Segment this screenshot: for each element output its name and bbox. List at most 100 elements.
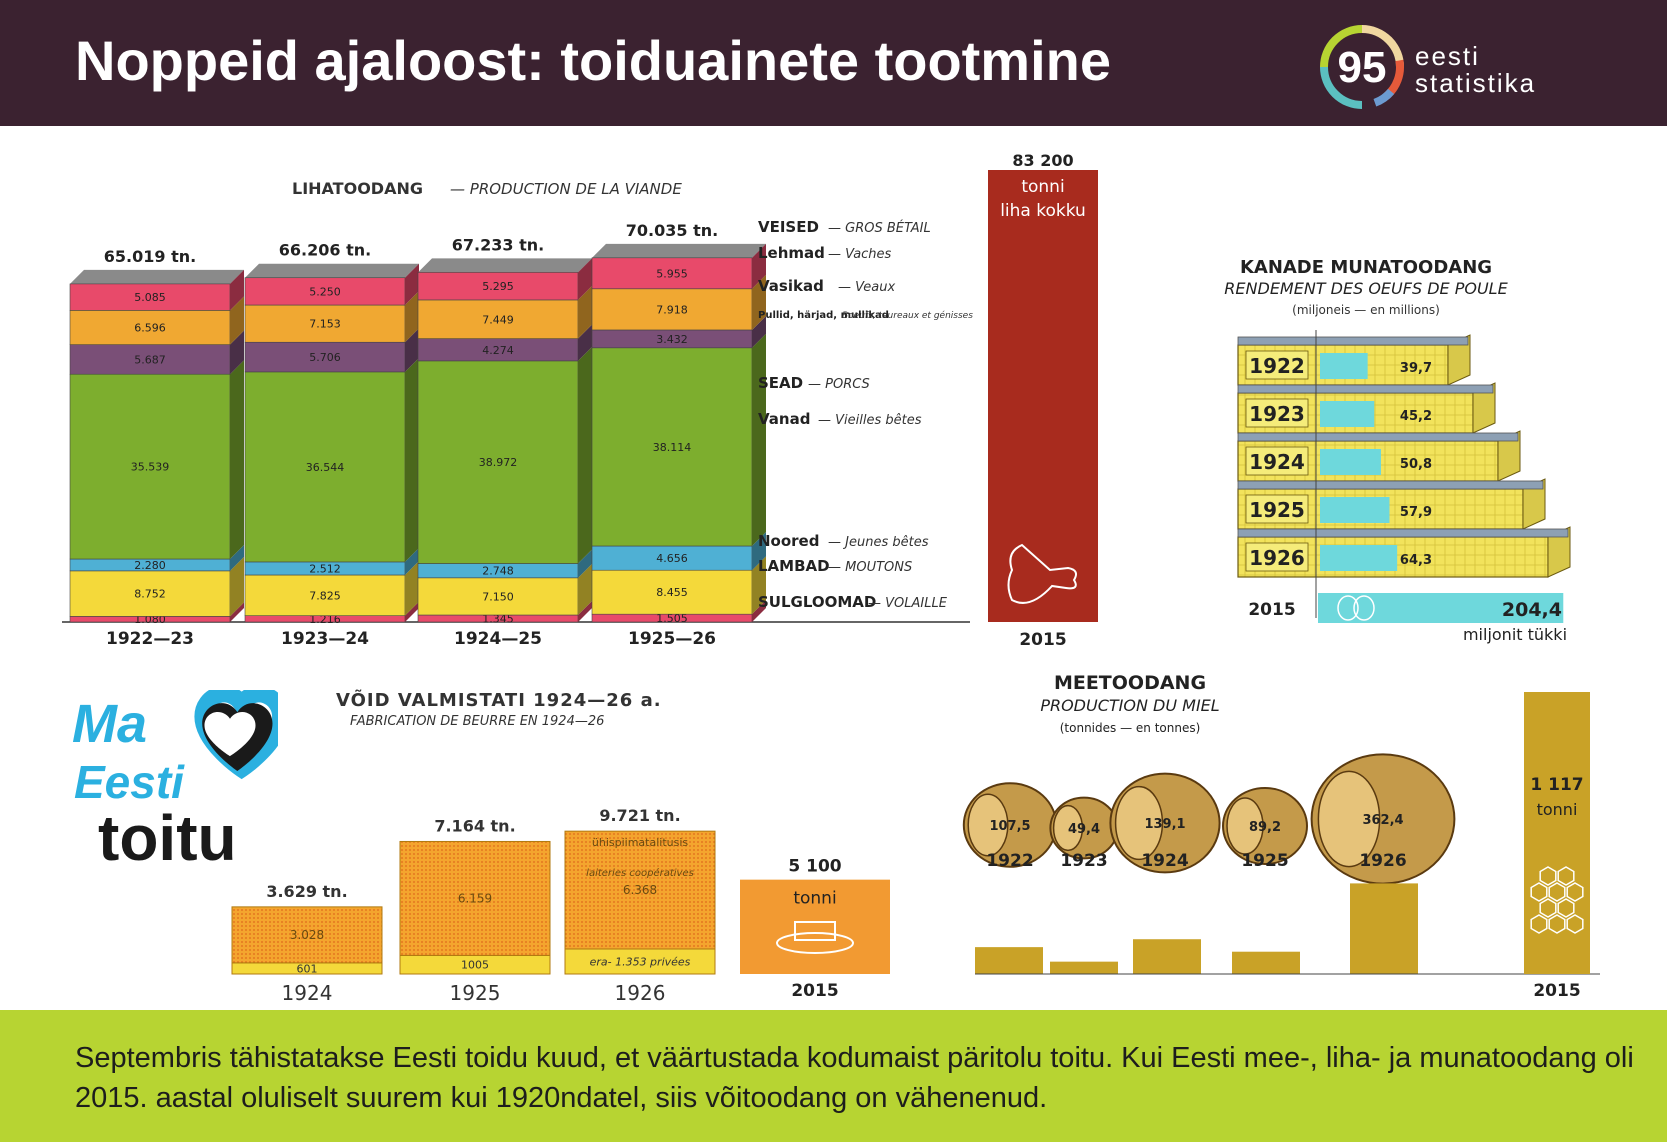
honey-value-label: 362,4 bbox=[1362, 813, 1403, 828]
meat-segment-side bbox=[752, 243, 766, 289]
butter-block-icon bbox=[794, 921, 836, 941]
egg-year-box bbox=[1245, 542, 1309, 572]
meat-segment-side bbox=[752, 600, 766, 622]
meat-segment-side bbox=[405, 357, 419, 562]
egg-value-label: 64,3 bbox=[1400, 553, 1432, 568]
butter-private-value: era- 1.353 privées bbox=[590, 955, 691, 968]
honey-bar bbox=[1232, 951, 1300, 974]
egg-icon bbox=[1337, 595, 1359, 621]
meat-bar-top bbox=[418, 258, 592, 273]
egg-bar bbox=[1320, 449, 1381, 475]
statistika-logo: 95 eesti statistika bbox=[1320, 25, 1534, 109]
meat-legend-fr: — Jeunes bêtes bbox=[828, 535, 929, 550]
honey-bar bbox=[1350, 883, 1418, 974]
meat-value-label: 1.216 bbox=[309, 613, 341, 626]
meat-subtitle: — PRODUCTION DE LA VIANDE bbox=[450, 180, 682, 198]
meat-value-label: 6.596 bbox=[134, 321, 166, 334]
honeycomb-icon bbox=[1566, 914, 1584, 934]
meat-category-label: 1925—26 bbox=[628, 629, 716, 649]
meat-category-label: 1923—24 bbox=[281, 629, 369, 649]
ma-eesti-toitu-logo: Ma Eesti toitu bbox=[72, 690, 278, 870]
meat-total-label: 65.019 tn. bbox=[104, 247, 196, 266]
honey-subtitle: PRODUCTION DU MIEL bbox=[1040, 696, 1219, 715]
meat-legend-fr: — Vieilles bêtes bbox=[818, 413, 922, 428]
meat-segment-side bbox=[230, 296, 244, 345]
meat-value-label: 7.153 bbox=[309, 318, 341, 331]
logo-line1: eesti bbox=[1415, 41, 1480, 71]
egg-crate-eggs bbox=[1237, 528, 1569, 538]
egg-bar bbox=[1320, 401, 1375, 427]
egg-crate-eggs bbox=[1237, 480, 1544, 490]
honey-2015-unit: tonni bbox=[1537, 800, 1578, 819]
food-production-charts: LIHATOODANG — PRODUCTION DE LA VIANDE1.08… bbox=[62, 151, 1600, 1005]
meat-category-label: 1922—23 bbox=[106, 629, 194, 649]
meat-value-label: 3.432 bbox=[656, 333, 688, 346]
honey-category-label: 1926 bbox=[1359, 851, 1406, 871]
campaign-line1: Ma bbox=[72, 694, 147, 754]
meat-legend-name: Pullid, härjad, mullikad bbox=[758, 310, 889, 321]
honey-unit-note: (tonnides — en tonnes) bbox=[1060, 721, 1201, 735]
butter-coop-segment bbox=[564, 830, 716, 950]
meat-category-label: 1924—25 bbox=[454, 629, 542, 649]
egg-category-label: 1922 bbox=[1249, 354, 1305, 378]
butter-coop-value: 3.028 bbox=[290, 928, 324, 942]
meat-value-label: 2.512 bbox=[309, 562, 341, 575]
meat-legend-fr: — MOUTONS bbox=[828, 560, 912, 575]
meat-segment-lambad bbox=[69, 570, 231, 617]
meat-segment-side bbox=[230, 602, 244, 622]
meat-legend-name: LAMBAD bbox=[758, 557, 830, 575]
butter-total-label: 9.721 tn. bbox=[599, 806, 680, 825]
meat-segment-side bbox=[752, 315, 766, 348]
egg-category-label: 1923 bbox=[1249, 402, 1305, 426]
egg-crate-eggs bbox=[1237, 432, 1519, 442]
meat-value-label: 4.274 bbox=[482, 344, 514, 357]
meat-segment-lehmad bbox=[417, 272, 579, 301]
honey-bar bbox=[1133, 939, 1201, 974]
meat-segment-side bbox=[578, 258, 592, 300]
butter-subtitle: FABRICATION DE BEURRE EN 1924—26 bbox=[350, 714, 604, 729]
honey-barrel-lid bbox=[1317, 770, 1381, 868]
meat-value-label: 38.114 bbox=[653, 441, 692, 454]
campaign-line2: Eesti bbox=[74, 756, 185, 808]
meat-legend-fr: Boeufs, taureaux et génisses bbox=[842, 310, 973, 321]
honeycomb-icon bbox=[1548, 914, 1566, 934]
butter-category-label: 1925 bbox=[450, 981, 501, 1005]
butter-2015-bar bbox=[740, 879, 890, 974]
meat-legend-name: VEISED bbox=[758, 218, 819, 236]
meat-legend-name: SEAD bbox=[758, 374, 803, 392]
meat-2015-bar bbox=[988, 170, 1098, 622]
meat-legend-fr: — Veaux bbox=[838, 280, 895, 295]
meat-segment-lehmad bbox=[591, 257, 753, 290]
logo-number: 95 bbox=[1338, 43, 1387, 92]
meat-legend-name: Noored bbox=[758, 532, 819, 550]
meat-legend-name: Vanad bbox=[758, 410, 810, 428]
egg-icon bbox=[1353, 595, 1375, 621]
butter-title: VÕID VALMISTATI 1924—26 a. bbox=[336, 688, 662, 711]
butter-coop-name: ühispiimatalitusis bbox=[592, 836, 689, 849]
meat-segment-side bbox=[752, 274, 766, 330]
honey-value-label: 139,1 bbox=[1144, 817, 1185, 832]
honey-barrel-lid bbox=[1226, 797, 1264, 855]
meat-segment-pullid-h-rjad-mullikad bbox=[244, 341, 406, 373]
butter-2015-category: 2015 bbox=[791, 981, 838, 1001]
butter-total-label: 7.164 tn. bbox=[434, 816, 515, 835]
meat-legend-name: SULGLOOMAD bbox=[758, 593, 876, 611]
egg-value-label: 39,7 bbox=[1400, 361, 1432, 376]
meat-value-label: 35.539 bbox=[131, 461, 170, 474]
meat-bar-top bbox=[245, 263, 419, 278]
egg-bar bbox=[1320, 353, 1368, 379]
honeycomb-icon bbox=[1548, 882, 1566, 902]
honey-barrel-lid bbox=[967, 793, 1009, 857]
meat-segment-vanad bbox=[69, 373, 231, 560]
egg-value-label: 57,9 bbox=[1400, 505, 1432, 520]
egg-year-box bbox=[1245, 446, 1309, 476]
meat-value-label: 2.280 bbox=[134, 559, 166, 572]
meat-legend-fr: — GROS BÉTAIL bbox=[828, 220, 931, 236]
meat-segment-lambad bbox=[417, 577, 579, 616]
meat-legend-name: Lehmad bbox=[758, 244, 825, 262]
egg-title: KANADE MUNATOODANG bbox=[1240, 257, 1492, 278]
meat-value-label: 4.656 bbox=[656, 552, 688, 565]
meat-segment-side bbox=[752, 556, 766, 615]
butter-dish-icon bbox=[776, 932, 854, 954]
